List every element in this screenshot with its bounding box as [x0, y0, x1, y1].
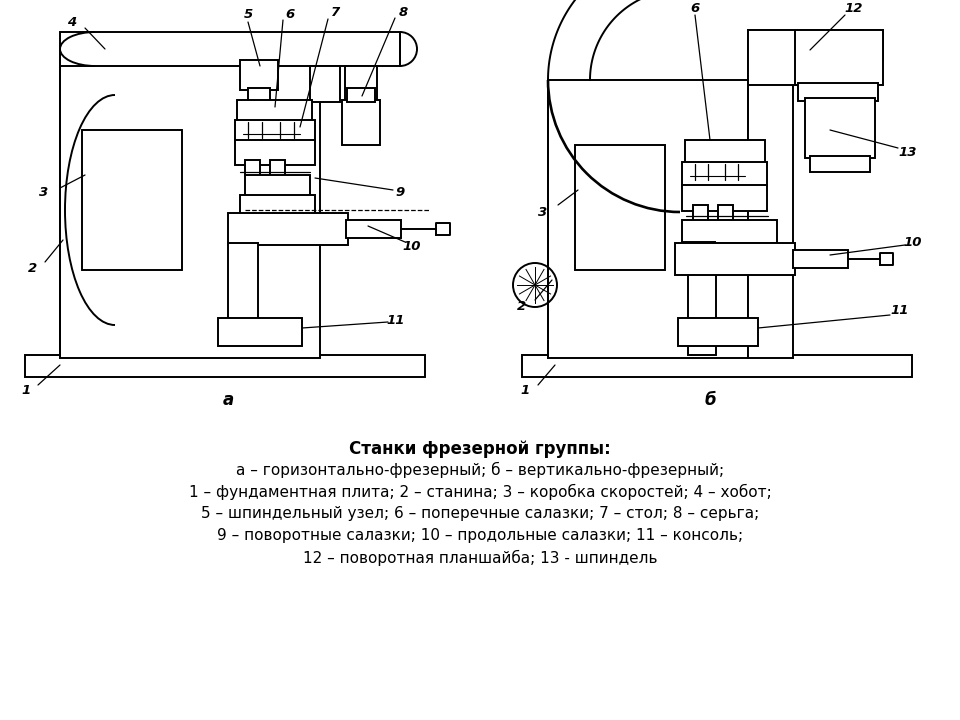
Text: Станки фрезерной группы:: Станки фрезерной группы:: [349, 440, 611, 458]
Bar: [716, 345, 730, 357]
Bar: [522, 355, 912, 377]
Bar: [218, 318, 302, 346]
Bar: [675, 243, 795, 275]
Text: 4: 4: [67, 16, 77, 29]
Bar: [25, 355, 425, 377]
Text: 5: 5: [244, 9, 252, 22]
Bar: [228, 243, 258, 343]
Bar: [682, 185, 767, 211]
Text: 7: 7: [331, 6, 341, 19]
Text: 1 – фундаментная плита; 2 – станина; 3 – коробка скоростей; 4 – хобот;: 1 – фундаментная плита; 2 – станина; 3 –…: [188, 484, 772, 500]
Bar: [248, 88, 270, 103]
Text: 13: 13: [899, 145, 917, 158]
Text: 11: 11: [891, 305, 909, 318]
Bar: [82, 130, 182, 270]
Bar: [795, 30, 883, 85]
Text: а: а: [223, 391, 233, 409]
Text: 3: 3: [539, 205, 547, 218]
Bar: [310, 66, 340, 102]
Bar: [575, 145, 665, 270]
Text: 11: 11: [387, 313, 405, 326]
Polygon shape: [436, 223, 450, 235]
Bar: [748, 30, 803, 85]
Text: 2: 2: [517, 300, 527, 312]
Bar: [245, 175, 310, 197]
Bar: [678, 318, 758, 346]
Bar: [688, 243, 716, 355]
Text: 6: 6: [285, 7, 295, 20]
Bar: [345, 66, 377, 102]
Bar: [682, 162, 767, 186]
Text: 12: 12: [845, 1, 863, 14]
Text: 5 – шпиндельный узел; 6 – поперечные салазки; 7 – стол; 8 – серьга;: 5 – шпиндельный узел; 6 – поперечные сал…: [201, 506, 759, 521]
Bar: [682, 220, 777, 243]
Text: 9: 9: [396, 186, 404, 199]
Bar: [60, 32, 400, 66]
Bar: [682, 242, 715, 260]
Text: 6: 6: [690, 1, 700, 14]
Bar: [240, 195, 315, 215]
Bar: [270, 160, 285, 176]
Bar: [685, 140, 765, 164]
Bar: [346, 220, 401, 238]
Bar: [342, 100, 380, 145]
Bar: [347, 88, 375, 102]
Wedge shape: [400, 32, 417, 66]
Text: б: б: [705, 391, 716, 409]
Bar: [805, 98, 875, 158]
Bar: [228, 345, 242, 357]
Text: а – горизонтально-фрезерный; б – вертикально-фрезерный;: а – горизонтально-фрезерный; б – вертика…: [236, 462, 724, 478]
Text: 9 – поворотные салазки; 10 – продольные салазки; 11 – консоль;: 9 – поворотные салазки; 10 – продольные …: [217, 528, 743, 543]
Text: 8: 8: [398, 6, 408, 19]
Bar: [245, 160, 260, 176]
Text: 2: 2: [29, 261, 37, 274]
Bar: [798, 83, 878, 101]
Bar: [793, 250, 848, 268]
Text: 10: 10: [403, 240, 421, 253]
Bar: [246, 345, 260, 357]
Bar: [548, 80, 748, 358]
Bar: [748, 30, 883, 60]
Text: 1: 1: [21, 384, 31, 397]
Polygon shape: [880, 253, 893, 265]
Text: 1: 1: [520, 384, 530, 397]
Text: 10: 10: [903, 235, 923, 248]
Bar: [693, 205, 708, 222]
Text: 12 – поворотная планшайба; 13 - шпиндель: 12 – поворотная планшайба; 13 - шпиндель: [302, 550, 658, 566]
Bar: [60, 50, 320, 358]
Bar: [748, 30, 793, 358]
Bar: [237, 100, 312, 122]
Text: 3: 3: [39, 186, 49, 199]
Bar: [235, 120, 315, 142]
Bar: [698, 345, 712, 357]
Bar: [240, 60, 278, 90]
Bar: [718, 205, 733, 222]
Bar: [235, 140, 315, 165]
Bar: [810, 156, 870, 172]
Bar: [228, 213, 348, 245]
